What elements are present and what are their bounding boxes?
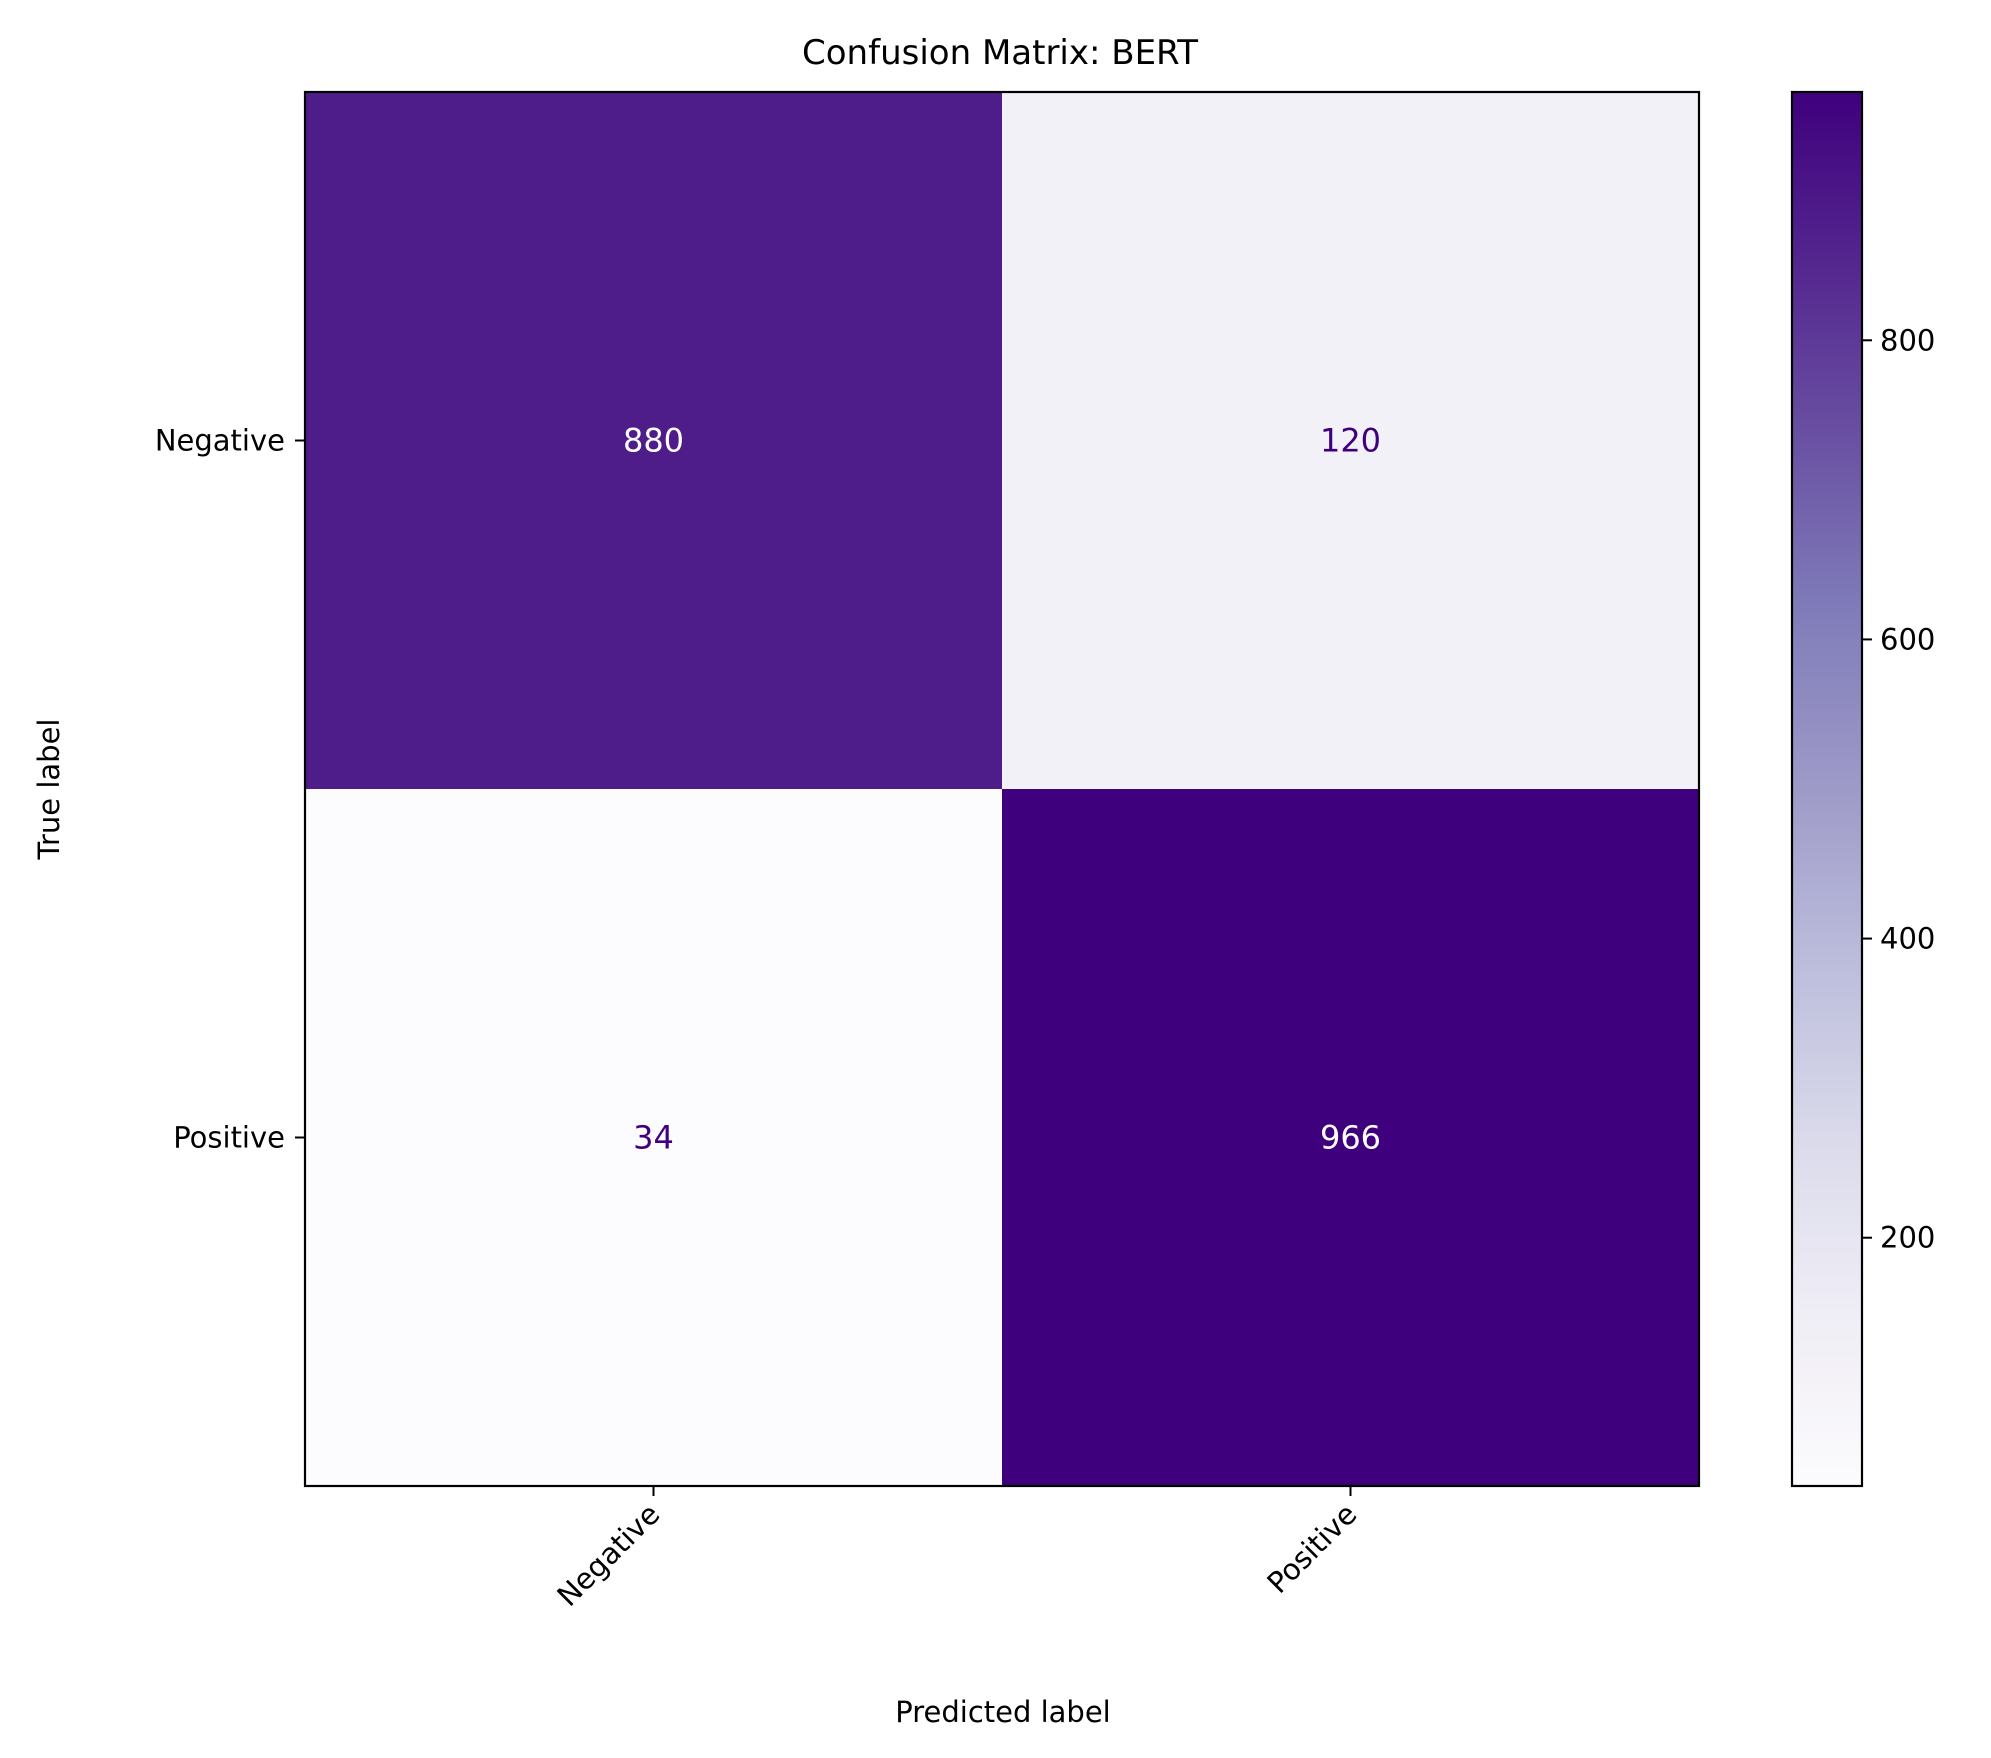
- colorbar-ticks: 200 400 600 800: [1862, 323, 1935, 1255]
- colorbar-tick-label: 400: [1880, 922, 1935, 956]
- x-tick-label: Positive: [1260, 1497, 1363, 1600]
- cell-r0-c0: [305, 92, 1003, 790]
- colorbar-tick-label: 600: [1880, 622, 1935, 656]
- y-axis-ticks: Negative Positive: [155, 424, 305, 1155]
- cell-value-r1-c1: 966: [1320, 1119, 1381, 1157]
- y-axis-label: True label: [32, 719, 66, 861]
- cell-r1-c0: [305, 789, 1003, 1487]
- cell-r0-c1: [1002, 92, 1700, 790]
- cell-value-r1-c0: 34: [633, 1119, 674, 1157]
- y-tick-label: Negative: [155, 424, 285, 458]
- colorbar-tick-label: 800: [1880, 323, 1935, 357]
- cell-r1-c1: [1002, 789, 1700, 1487]
- chart-title: Confusion Matrix: BERT: [802, 33, 1198, 73]
- y-tick-label: Positive: [173, 1121, 285, 1155]
- cell-value-labels: 880 120 34 966: [623, 422, 1381, 1157]
- colorbar-tick-label: 200: [1880, 1221, 1935, 1255]
- x-tick-label: Negative: [550, 1497, 666, 1613]
- x-axis-label: Predicted label: [895, 1695, 1111, 1729]
- cell-value-r0-c0: 880: [623, 422, 684, 460]
- cell-value-r0-c1: 120: [1320, 422, 1381, 460]
- x-axis-ticks: Negative Positive: [550, 1486, 1363, 1613]
- plot-frame: [303, 90, 1701, 1488]
- matrix-cells: [305, 92, 1700, 1487]
- colorbar: [1790, 90, 1864, 1488]
